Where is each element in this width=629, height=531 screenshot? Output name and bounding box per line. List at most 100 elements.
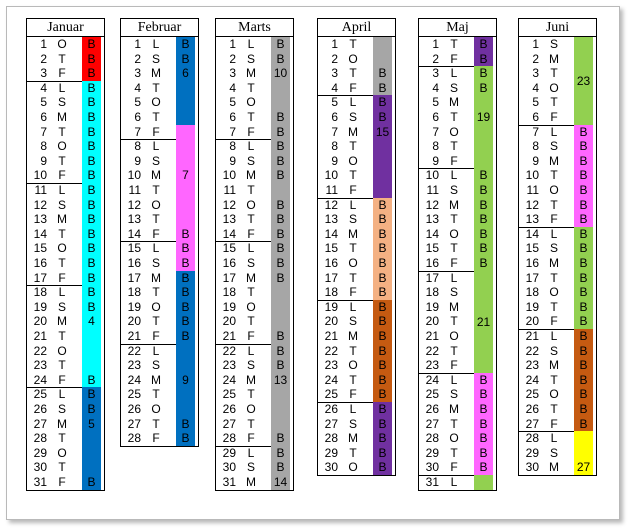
day-number: 22	[33, 343, 47, 358]
booking-mark: B	[87, 197, 96, 212]
booking-mark: B	[87, 475, 96, 489]
weekday-letter: O	[549, 183, 559, 197]
weekday-letter: T	[349, 241, 357, 256]
booking-mark: B	[87, 124, 96, 139]
booking-mark: 10	[273, 66, 288, 81]
weekday-letter: O	[57, 343, 67, 358]
month-title: Juni	[519, 19, 596, 37]
weekday-letter: T	[450, 37, 458, 51]
weekday-letter: T	[550, 66, 558, 81]
day-number: 28	[222, 431, 236, 446]
weekday-letter: F	[550, 416, 558, 431]
booking-mark: B	[479, 51, 488, 66]
day-number: 31	[33, 475, 47, 489]
booking-band	[176, 124, 195, 271]
weekday-letter: F	[450, 460, 458, 475]
month-maj: Maj 1 T B 2 F B 3 L B 4 S B 5 M 6 T 7 O 8 T 9 F 10 L B 11 S B 12 M B 13 T…	[418, 18, 497, 491]
booking-mark: B	[479, 80, 488, 95]
weekday-letter: O	[348, 460, 358, 475]
day-number: 17	[127, 270, 141, 285]
weekday-letter: L	[152, 343, 160, 358]
day-row: 18 F B	[318, 285, 395, 300]
day-number: 17	[324, 270, 338, 285]
weekday-letter: S	[57, 299, 66, 314]
week-number: 19	[476, 110, 491, 125]
day-number: 7	[432, 124, 439, 139]
weekday-letter: M	[348, 431, 358, 446]
booking-mark: B	[181, 256, 190, 270]
booking-mark: B	[479, 445, 488, 460]
day-number: 4	[40, 80, 47, 95]
weekday-letter: L	[152, 139, 160, 154]
day-row: 11 F	[318, 183, 395, 198]
day-row: 18 T B	[121, 285, 198, 300]
day-row: 12 L B	[318, 198, 395, 213]
weekday-letter: T	[450, 416, 458, 431]
week-separator	[216, 343, 271, 345]
day-number: 3	[134, 66, 141, 81]
weekday-letter: F	[550, 110, 558, 124]
booking-mark: B	[87, 168, 96, 183]
weekday-letter: S	[549, 37, 558, 51]
day-row: 30 T	[27, 460, 104, 475]
day-row: 28 T	[27, 431, 104, 446]
day-number: 19	[324, 299, 338, 314]
weekday-letter: L	[349, 402, 357, 416]
day-row: 10 L B	[419, 168, 496, 183]
day-row: 11 T	[216, 183, 293, 198]
day-number: 2	[331, 51, 338, 66]
day-number: 5	[331, 95, 338, 110]
day-number: 7	[40, 124, 47, 139]
weekday-letter: S	[348, 416, 357, 431]
booking-mark: B	[579, 241, 588, 256]
weekday-letter: S	[57, 197, 66, 212]
day-number: 23	[324, 358, 338, 373]
booking-band	[176, 37, 195, 125]
booking-mark: B	[579, 197, 588, 212]
day-number: 20	[425, 314, 439, 329]
weekday-letter: M	[449, 402, 459, 416]
day-number: 30	[525, 460, 539, 475]
weekday-letter: S	[246, 256, 255, 270]
day-number: 11	[426, 183, 439, 197]
weekday-letter: L	[152, 37, 160, 51]
day-number: 12	[324, 197, 338, 212]
booking-mark: 13	[273, 372, 288, 387]
weekday-letter: L	[450, 66, 458, 81]
weekday-letter: M	[348, 124, 358, 139]
weekday-letter: S	[449, 285, 458, 300]
day-number: 28	[425, 431, 439, 446]
weekday-letter: F	[152, 124, 160, 139]
booking-mark: B	[87, 299, 96, 314]
weekday-letter: O	[348, 153, 358, 168]
day-number: 14	[33, 226, 47, 241]
day-number: 21	[525, 329, 539, 343]
day-number: 11	[526, 183, 539, 197]
weekday-letter: O	[246, 95, 256, 110]
weekday-letter: M	[549, 51, 559, 66]
day-row: 17 M B	[216, 271, 293, 286]
weekday-letter: M	[57, 212, 67, 227]
day-number: 20	[127, 314, 141, 329]
weekday-letter: T	[450, 139, 458, 154]
booking-mark: B	[479, 241, 488, 256]
day-row: 25 S B	[419, 387, 496, 402]
weekday-letter: O	[348, 358, 358, 373]
day-row: 15 O B	[27, 241, 104, 256]
day-number: 29	[525, 445, 539, 460]
booking-mark: B	[579, 387, 588, 402]
month-marts: Marts 1 L B 2 S B 3 M 10 4 T 5 O 6 T B 7 F B 8 L B 9 S B 10 M B 11 T 12…	[215, 18, 294, 491]
weekday-letter: L	[247, 241, 255, 256]
weekday-letter: M	[549, 153, 559, 168]
day-row: 26 L B	[318, 402, 395, 417]
day-row: 24 F B	[27, 373, 104, 388]
weekday-letter: S	[449, 80, 458, 95]
day-number: 3	[432, 66, 439, 81]
weekday-letter: O	[151, 95, 161, 110]
weekday-letter: T	[58, 124, 66, 139]
day-number: 17	[425, 270, 439, 285]
